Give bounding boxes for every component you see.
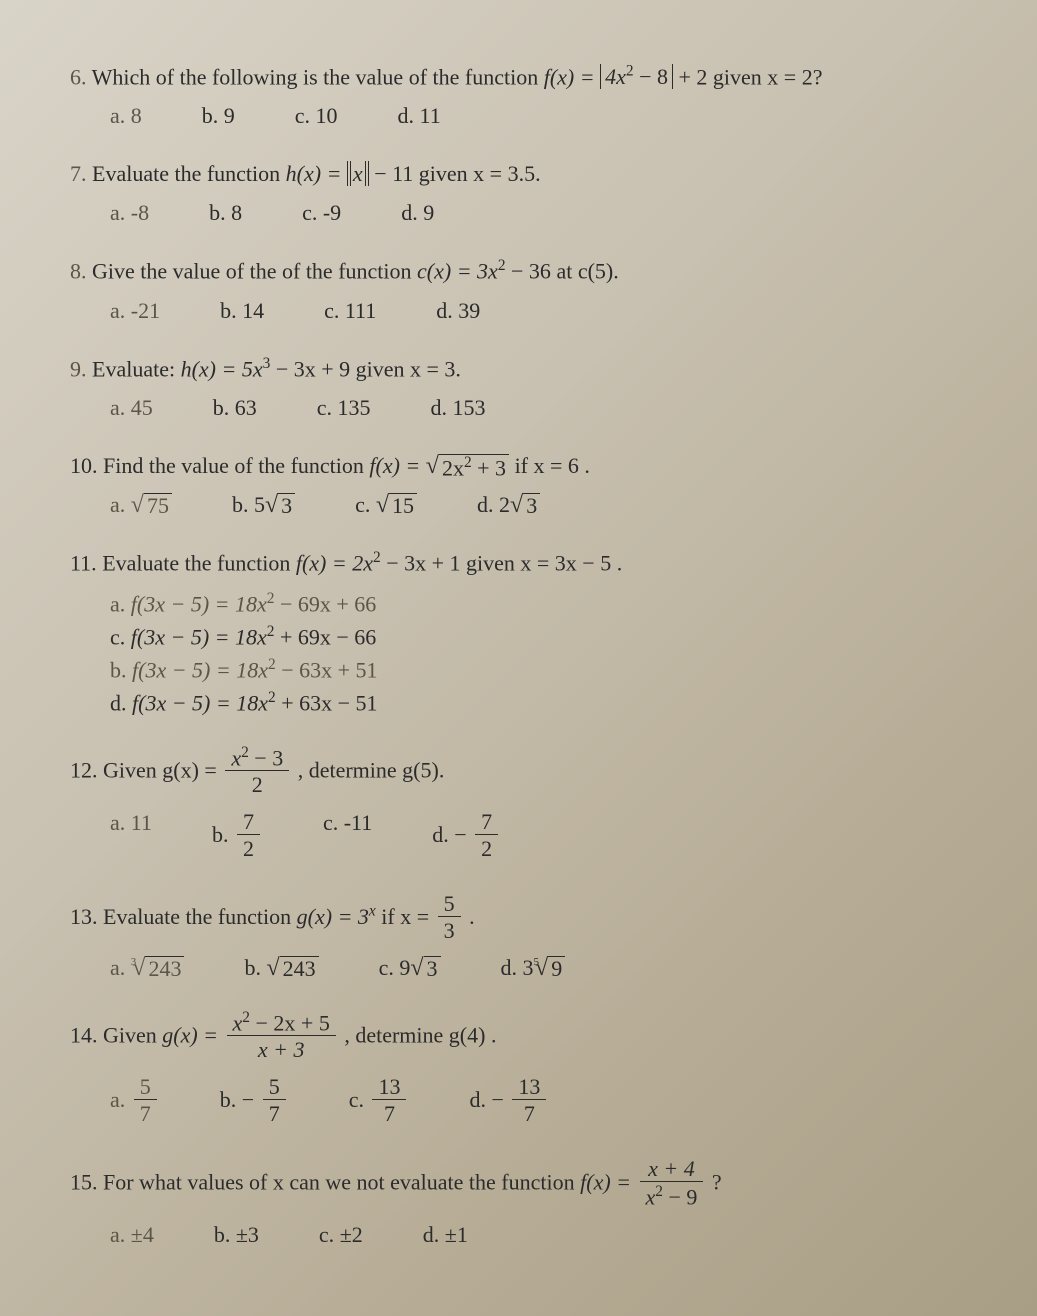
opt-15a: a. ±4 [110, 1222, 154, 1248]
question-7-stem: 7. Evaluate the function h(x) = x − 11 g… [70, 157, 987, 190]
opt-9c: c. 135 [317, 395, 371, 421]
floor-bars: x [347, 161, 369, 186]
opt-15c: c. ±2 [319, 1222, 363, 1248]
opt-10c: c. √15 [355, 492, 417, 518]
question-10: 10. Find the value of the function f(x) … [70, 449, 987, 524]
opt-7d: d. 9 [401, 200, 434, 226]
question-6: 6. Which of the following is the value o… [70, 60, 987, 135]
opt-14a: a. 57 [110, 1075, 160, 1129]
q15-options: a. ±4 b. ±3 c. ±2 d. ±1 [110, 1222, 987, 1254]
question-15: 15. For what values of x can we not eval… [70, 1157, 987, 1254]
frac-12: x2 − 3 2 [225, 745, 289, 800]
qnum-9: 9. [70, 356, 87, 381]
question-12-stem: 12. Given g(x) = x2 − 3 2 , determine g(… [70, 745, 987, 800]
question-13: 13. Evaluate the function g(x) = 3x if x… [70, 892, 987, 988]
opt-8b: b. 14 [220, 298, 264, 324]
qnum-13: 13. [70, 904, 98, 929]
q6-post: given x = 2? [713, 64, 823, 89]
question-10-stem: 10. Find the value of the function f(x) … [70, 449, 987, 482]
qnum-14: 14. [70, 1022, 98, 1047]
opt-11c: c. f(3x − 5) = 18x2 + 69x − 66 [110, 623, 530, 650]
question-15-stem: 15. For what values of x can we not eval… [70, 1157, 987, 1212]
opt-10d: d. 2√3 [477, 492, 540, 518]
opt-14d: d. − 137 [469, 1075, 549, 1129]
opt-9b: b. 63 [213, 395, 257, 421]
abs-group: 4x2 − 8 [600, 64, 673, 89]
opt-12d: d. − 72 [432, 810, 501, 864]
question-8: 8. Give the value of the of the function… [70, 254, 987, 329]
opt-12b: b. 72 [212, 810, 263, 864]
opt-7c: c. -9 [302, 200, 341, 226]
opt-7a: a. -8 [110, 200, 149, 226]
opt-14b: b. − 57 [220, 1075, 289, 1129]
question-6-stem: 6. Which of the following is the value o… [70, 60, 987, 93]
qnum-7: 7. [70, 161, 87, 186]
opt-13c: c. 9√3 [379, 955, 441, 981]
frac-13: 53 [438, 892, 461, 946]
opt-15d: d. ±1 [423, 1222, 468, 1248]
frac-14: x2 − 2x + 5 x + 3 [227, 1010, 336, 1065]
opt-6a: a. 8 [110, 103, 142, 129]
worksheet-page: 6. Which of the following is the value o… [0, 0, 1037, 1316]
q13-options: a. 3√243 b. √243 c. 9√3 d. 35√9 [110, 955, 987, 987]
q6-fn-lhs: f(x) = [544, 64, 600, 89]
sqrt-group: √2x2 + 3 [426, 454, 509, 481]
opt-6b: b. 9 [202, 103, 235, 129]
qnum-8: 8. [70, 259, 87, 284]
q7-options: a. -8 b. 8 c. -9 d. 9 [110, 200, 987, 232]
q6-options: a. 8 b. 9 c. 10 d. 11 [110, 103, 987, 135]
question-9: 9. Evaluate: h(x) = 5x3 − 3x + 9 given x… [70, 352, 987, 427]
question-12: 12. Given g(x) = x2 − 3 2 , determine g(… [70, 745, 987, 870]
q6-fn-rhs: + 2 [678, 64, 707, 89]
opt-6d: d. 11 [398, 103, 441, 129]
opt-14c: c. 137 [349, 1075, 410, 1129]
question-11-stem: 11. Evaluate the function f(x) = 2x2 − 3… [70, 546, 987, 579]
q10-options: a. √75 b. 5√3 c. √15 d. 2√3 [110, 492, 987, 524]
q14-options: a. 57 b. − 57 c. 137 d. − 137 [110, 1075, 987, 1135]
opt-11b: b. f(3x − 5) = 18x2 − 63x + 51 [110, 656, 530, 683]
frac-15: x + 4 x2 − 9 [640, 1157, 704, 1212]
question-8-stem: 8. Give the value of the of the function… [70, 254, 987, 287]
opt-13d: d. 35√9 [501, 955, 566, 981]
opt-8a: a. -21 [110, 298, 160, 324]
question-7: 7. Evaluate the function h(x) = x − 11 g… [70, 157, 987, 232]
opt-13a: a. 3√243 [110, 955, 184, 981]
opt-12a: a. 11 [110, 810, 152, 864]
question-11: 11. Evaluate the function f(x) = 2x2 − 3… [70, 546, 987, 723]
opt-8c: c. 111 [324, 298, 376, 324]
opt-6c: c. 10 [295, 103, 338, 129]
opt-10a: a. √75 [110, 492, 172, 518]
q6-pre: Which of the following is the value of t… [92, 64, 544, 89]
question-14: 14. Given g(x) = x2 − 2x + 5 x + 3 , det… [70, 1010, 987, 1135]
qnum-10: 10. [70, 453, 98, 478]
opt-13b: b. √243 [244, 955, 318, 981]
opt-9d: d. 153 [431, 395, 486, 421]
opt-9a: a. 45 [110, 395, 153, 421]
opt-10b: b. 5√3 [232, 492, 295, 518]
opt-15b: b. ±3 [214, 1222, 259, 1248]
qnum-11: 11. [70, 551, 97, 576]
opt-11a: a. f(3x − 5) = 18x2 − 69x + 66 [110, 590, 530, 617]
opt-7b: b. 8 [209, 200, 242, 226]
q9-options: a. 45 b. 63 c. 135 d. 153 [110, 395, 987, 427]
q11-options: a. f(3x − 5) = 18x2 − 69x + 66 c. f(3x −… [110, 590, 987, 723]
question-9-stem: 9. Evaluate: h(x) = 5x3 − 3x + 9 given x… [70, 352, 987, 385]
opt-11d: d. f(3x − 5) = 18x2 + 63x − 51 [110, 689, 530, 716]
q12-options: a. 11 b. 72 c. -11 d. − 72 [110, 810, 987, 870]
opt-12c: c. -11 [323, 810, 372, 864]
qnum-6: 6. [70, 64, 87, 89]
question-14-stem: 14. Given g(x) = x2 − 2x + 5 x + 3 , det… [70, 1010, 987, 1065]
question-13-stem: 13. Evaluate the function g(x) = 3x if x… [70, 892, 987, 946]
qnum-15: 15. [70, 1169, 98, 1194]
qnum-12: 12. [70, 757, 98, 782]
opt-8d: d. 39 [436, 298, 480, 324]
q8-options: a. -21 b. 14 c. 111 d. 39 [110, 298, 987, 330]
